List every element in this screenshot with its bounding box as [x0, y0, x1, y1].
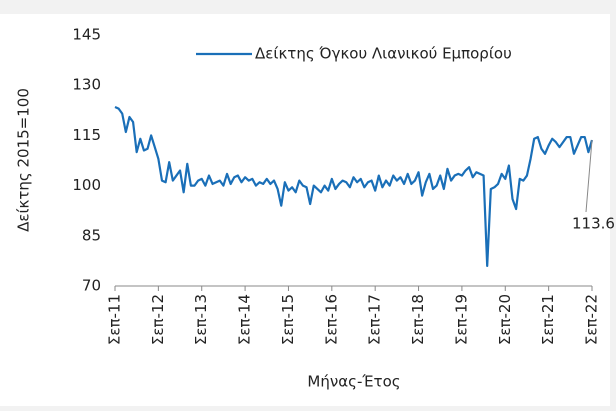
x-tick-label: Σεπ-17 — [366, 294, 384, 345]
chart-background — [0, 14, 610, 406]
y-tick-label: 70 — [82, 277, 101, 295]
x-tick-label: Σεπ-19 — [452, 294, 470, 345]
data-line — [114, 105, 594, 268]
value-label: 113.6 — [572, 215, 615, 233]
x-tick-label: Σεπ-11 — [106, 294, 124, 345]
x-axis-label: Μήνας-Έτος — [307, 373, 400, 391]
annotation-leader — [585, 140, 593, 213]
y-tick-label: 85 — [82, 226, 101, 244]
x-tick-label: Σεπ-16 — [322, 294, 340, 345]
x-tick-label: Σεπ-15 — [279, 294, 297, 345]
legend-label: Δείκτης Όγκου Λιανικού Εμπορίου — [255, 45, 512, 63]
x-tick-label: Σεπ-12 — [149, 294, 167, 345]
y-tick-label: 100 — [72, 176, 101, 194]
x-tick-label: Σεπ-14 — [236, 294, 254, 345]
x-tick-label: Σεπ-22 — [583, 294, 601, 345]
x-tick-label: Σεπ-18 — [409, 294, 427, 345]
x-tick-label: Σεπ-20 — [496, 294, 514, 345]
y-axis-label: Δείκτης 2015=100 — [15, 88, 33, 232]
y-tick-label: 130 — [72, 76, 101, 94]
x-tick-label: Σεπ-21 — [539, 294, 557, 345]
x-tick-label: Σεπ-13 — [192, 294, 210, 345]
y-tick-label: 115 — [72, 126, 101, 144]
y-tick-label: 145 — [72, 26, 101, 44]
